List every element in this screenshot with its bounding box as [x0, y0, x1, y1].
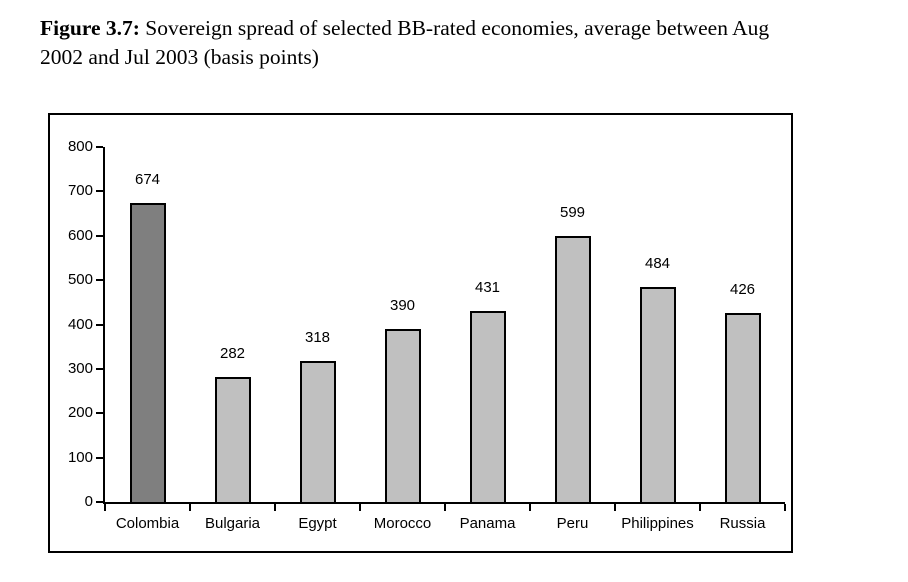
y-axis-tick-label: 600 — [67, 226, 93, 244]
bar-value-label: 431 — [474, 278, 501, 296]
y-axis-tick — [96, 323, 103, 326]
y-axis-tick — [96, 234, 103, 237]
y-axis-tick — [96, 367, 103, 370]
figure-caption: Figure 3.7: Sovereign spread of selected… — [40, 14, 870, 72]
x-axis-tick — [274, 504, 276, 511]
x-axis-category-label: Morocco — [373, 515, 432, 532]
bar-panama — [469, 310, 506, 502]
x-axis-tick — [189, 504, 191, 511]
x-axis-category-label: Panama — [459, 515, 516, 532]
bar-value-label: 674 — [134, 170, 161, 188]
bar-peru — [554, 236, 591, 502]
y-axis-tick — [96, 412, 103, 415]
y-axis-tick-label: 800 — [67, 138, 93, 155]
x-axis-category-label: Philippines — [621, 515, 694, 532]
y-axis-tick — [96, 279, 103, 282]
bar-russia — [724, 312, 761, 502]
y-axis-tick — [96, 456, 103, 459]
bar-egypt — [299, 360, 336, 502]
y-axis-tick — [96, 501, 103, 503]
x-axis-category-label: Russia — [719, 515, 766, 532]
bar-colombia — [129, 202, 166, 502]
x-axis-category-label: Peru — [556, 515, 589, 532]
figure-caption-text: Sovereign spread of selected BB-rated ec… — [139, 16, 770, 40]
y-axis-tick-label: 400 — [67, 315, 93, 333]
bar-morocco — [384, 328, 421, 502]
bar-chart-plot: 0 100 200 300 400 500 600 700 800 674 Colombia 282 B… — [68, 138, 786, 532]
x-axis-tick — [699, 504, 701, 511]
bar-value-label: 390 — [389, 296, 416, 314]
bar-value-label: 599 — [559, 204, 586, 222]
x-axis-tick — [104, 504, 106, 511]
x-axis-tick — [444, 504, 446, 511]
y-axis-tick-label: 0 — [84, 493, 93, 510]
y-axis-tick-label: 300 — [67, 359, 93, 377]
y-axis-tick-label: 500 — [67, 271, 93, 289]
x-axis-tick — [614, 504, 616, 511]
figure-caption-line1: Figure 3.7: Sovereign spread of selected… — [40, 14, 870, 43]
y-axis-tick-label: 200 — [67, 404, 93, 422]
y-axis-tick-label: 100 — [67, 448, 93, 466]
chart-frame: 0 100 200 300 400 500 600 700 800 674 Colombia 282 B… — [48, 113, 793, 553]
x-axis-tick — [784, 504, 786, 511]
x-axis-tick — [529, 504, 531, 511]
bar-bulgaria — [214, 376, 251, 502]
x-axis-category-label: Bulgaria — [204, 515, 261, 532]
figure-caption-line2: 2002 and Jul 2003 (basis points) — [40, 45, 319, 69]
x-axis-category-label: Egypt — [298, 515, 337, 532]
figure-number: Figure 3.7: — [40, 16, 140, 40]
x-axis-tick — [359, 504, 361, 511]
y-axis-tick-label: 700 — [67, 182, 93, 200]
bar-value-label: 484 — [644, 255, 671, 273]
y-axis-tick — [96, 146, 103, 148]
y-axis-tick — [96, 190, 103, 193]
bar-value-label: 282 — [219, 344, 246, 362]
bar-philippines — [639, 287, 676, 502]
x-axis-category-label: Colombia — [115, 515, 180, 532]
bar-value-label: 426 — [729, 280, 756, 298]
bar-value-label: 318 — [304, 328, 331, 346]
